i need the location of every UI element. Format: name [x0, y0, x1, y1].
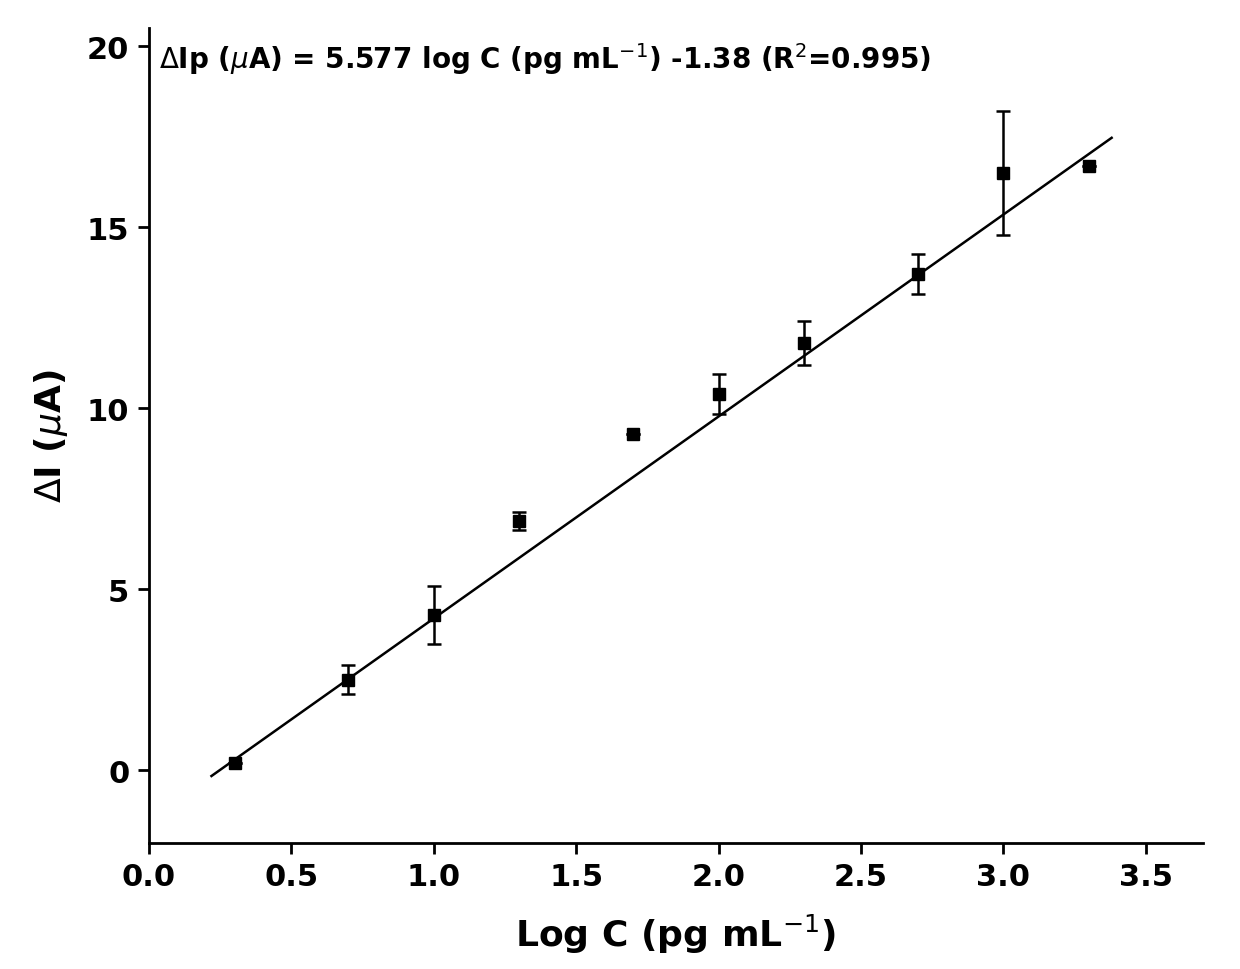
Y-axis label: $\Delta$I ($\mu$A): $\Delta$I ($\mu$A) [32, 369, 71, 503]
Text: $\Delta$Ip ($\mu$A) = 5.577 log C (pg mL$^{-1}$) -1.38 (R$^{2}$=0.995): $\Delta$Ip ($\mu$A) = 5.577 log C (pg mL… [159, 42, 931, 78]
X-axis label: Log C (pg mL$^{-1}$): Log C (pg mL$^{-1}$) [516, 912, 836, 955]
